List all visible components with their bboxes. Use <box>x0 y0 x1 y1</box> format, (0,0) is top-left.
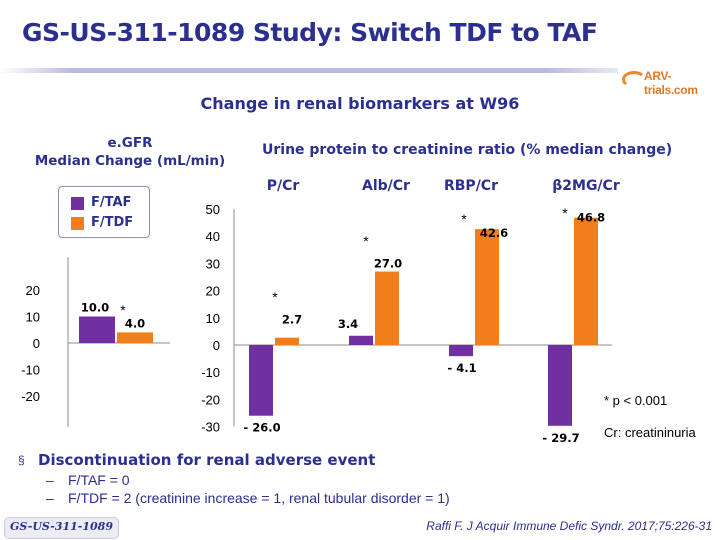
legend-swatch-f-taf <box>71 197 84 210</box>
citation: Raffi F. J Acquir Immune Defic Syndr. 20… <box>426 519 712 533</box>
upcr-value-label-f-tdf: 46.8 <box>577 211 605 225</box>
upcr-bar-f-taf <box>349 335 373 345</box>
upcr-y-tick-label: -30 <box>201 420 220 435</box>
footnote-p-value: * p < 0.001 <box>604 393 668 408</box>
slide-subtitle: Change in renal biomarkers at W96 <box>200 94 520 113</box>
egfr-bar-f-taf <box>79 316 115 343</box>
upcr-significance-star: * <box>461 211 467 227</box>
sub-bullet-f-taf: – F/TAF = 0 <box>46 472 130 488</box>
upcr-bar-f-taf <box>548 345 572 426</box>
study-tag-text: GS-US-311-1089 <box>10 520 113 533</box>
upcr-chart-title: Urine protein to creatinine ratio (% med… <box>262 142 673 158</box>
chart-legend: F/TAF F/TDF <box>58 186 150 238</box>
sub-bullet-f-tdf: – F/TDF = 2 (creatinine increase = 1, ren… <box>46 490 450 506</box>
sub-bullet-dash: – <box>46 490 54 506</box>
upcr-y-tick-label: 0 <box>213 338 220 353</box>
logo-text: ARV-trials.com <box>644 69 698 97</box>
upcr-y-tick-label: 30 <box>206 256 220 271</box>
egfr-y-tick-label: 10 <box>26 310 40 325</box>
upcr-value-label-f-tdf: 2.7 <box>282 313 302 327</box>
upcr-value-label-f-taf: - 26.0 <box>243 421 280 435</box>
arv-trials-logo: ARV-trials.com <box>620 68 720 97</box>
logo-swoosh-icon <box>622 71 646 88</box>
title-divider <box>0 68 618 73</box>
egfr-title-line-1: e.GFR <box>107 135 153 151</box>
upcr-value-label-f-taf: - 4.1 <box>447 361 476 375</box>
upcr-significance-star: * <box>272 289 278 305</box>
egfr-y-tick-label: -20 <box>21 389 40 404</box>
bullet-square-icon: § <box>18 453 25 467</box>
egfr-chart-title: e.GFR Median Change (mL/min) <box>10 134 250 170</box>
egfr-value-label-f-tdf: 4.0 <box>125 316 145 330</box>
study-tag: GS-US-311-1089 <box>4 517 119 539</box>
upcr-category-label: β2MG/Cr <box>552 178 620 194</box>
slide-title: GS-US-311-1089 Study: Switch TDF to TAF <box>22 18 598 47</box>
upcr-significance-star: * <box>363 233 369 249</box>
egfr-y-tick-label: 20 <box>26 283 40 298</box>
footnote-abbreviation: Cr: creatininuria <box>604 425 696 440</box>
sub-bullet-text: F/TDF = 2 (creatinine increase = 1, rena… <box>68 490 450 506</box>
upcr-category-label: RBP/Cr <box>444 178 498 194</box>
sub-bullet-dash: – <box>46 472 54 488</box>
upcr-y-tick-label: -10 <box>201 365 220 380</box>
sub-bullet-text: F/TAF = 0 <box>68 472 130 488</box>
upcr-value-label-f-tdf: 42.6 <box>480 226 508 240</box>
bullet-main-text: Discontinuation for renal adverse event <box>38 451 376 469</box>
upcr-y-tick-label: 50 <box>206 202 220 217</box>
egfr-significance-star: * <box>120 302 126 318</box>
upcr-bar-f-taf <box>449 345 473 357</box>
upcr-category-label: P/Cr <box>267 178 300 194</box>
upcr-value-label-f-taf: 3.4 <box>338 317 358 331</box>
upcr-bar-f-tdf <box>475 229 499 345</box>
egfr-y-tick-label: -10 <box>21 363 40 378</box>
upcr-y-tick-label: 40 <box>206 229 220 244</box>
egfr-title-line-2: Median Change (mL/min) <box>34 153 226 169</box>
upcr-value-label-f-tdf: 27.0 <box>374 257 402 271</box>
upcr-value-label-f-taf: - 29.7 <box>542 431 579 445</box>
egfr-y-tick-label: 0 <box>33 336 40 351</box>
legend-label-f-taf: F/TAF <box>91 195 132 210</box>
upcr-bar-f-tdf <box>275 337 299 345</box>
legend-label-f-tdf: F/TDF <box>91 215 134 230</box>
legend-swatch-f-tdf <box>71 217 84 230</box>
egfr-bar-f-tdf <box>117 332 153 343</box>
upcr-y-tick-label: 10 <box>206 311 220 326</box>
upcr-y-tick-label: 20 <box>206 284 220 299</box>
upcr-significance-star: * <box>562 205 568 221</box>
upcr-y-tick-label: -20 <box>201 392 220 407</box>
upcr-bar-f-taf <box>249 345 273 416</box>
upcr-bar-f-tdf <box>375 271 399 345</box>
upcr-category-label: Alb/Cr <box>362 178 410 194</box>
upcr-bar-f-tdf <box>574 217 598 345</box>
egfr-value-label-f-taf: 10.0 <box>81 301 109 315</box>
